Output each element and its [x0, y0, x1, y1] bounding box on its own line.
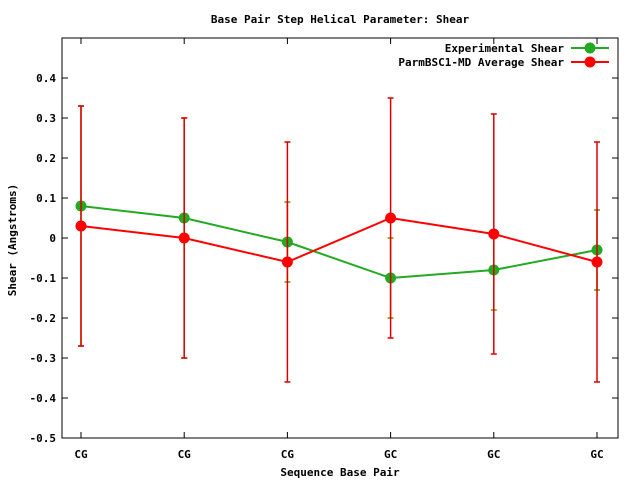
- y-axis-label: Shear (Angstroms): [6, 184, 19, 297]
- legend-label: ParmBSC1-MD Average Shear: [398, 56, 564, 69]
- series-layer: [75, 97, 603, 383]
- x-tick-label: GC: [590, 448, 603, 461]
- x-tick-label: CG: [281, 448, 295, 461]
- series-2-point: [385, 212, 397, 224]
- legend-marker: [584, 56, 596, 68]
- series-1: [75, 105, 603, 359]
- legend-marker: [584, 42, 596, 54]
- y-tick-label: 0.3: [36, 112, 56, 125]
- chart-title: Base Pair Step Helical Parameter: Shear: [211, 13, 470, 26]
- series-2-point: [75, 220, 87, 232]
- series-2-point: [281, 256, 293, 268]
- y-tick-label: -0.2: [30, 312, 57, 325]
- y-tick-label: -0.3: [30, 352, 57, 365]
- x-tick-label: GC: [384, 448, 397, 461]
- x-tick-label: GC: [487, 448, 500, 461]
- x-axis-label: Sequence Base Pair: [280, 466, 400, 479]
- series-2-point: [178, 232, 190, 244]
- plot-frame: [61, 37, 619, 439]
- y-tick-label: -0.1: [30, 272, 57, 285]
- y-tick-label: -0.4: [30, 392, 57, 405]
- series-2-point: [488, 228, 500, 240]
- series-2: [75, 97, 603, 383]
- series-1-line: [80, 205, 598, 280]
- y-tick-label: 0: [49, 232, 56, 245]
- y-tick-label: -0.5: [30, 432, 57, 445]
- x-tick-label: CG: [74, 448, 88, 461]
- legend-label: Experimental Shear: [445, 42, 565, 55]
- x-tick-label: CG: [178, 448, 192, 461]
- y-tick-label: 0.1: [36, 192, 56, 205]
- y-tick-label: 0.4: [36, 72, 56, 85]
- series-2-point: [591, 256, 603, 268]
- x-axis: CG CG CG GC GC GC: [74, 38, 604, 461]
- y-tick-label: 0.2: [36, 152, 56, 165]
- series-2-line: [80, 216, 598, 264]
- y-axis: -0.5 -0.4 -0.3 -0.2 -0.1 0 0.1 0.2 0.3 0.4: [30, 72, 618, 445]
- plot-border: [61, 37, 619, 439]
